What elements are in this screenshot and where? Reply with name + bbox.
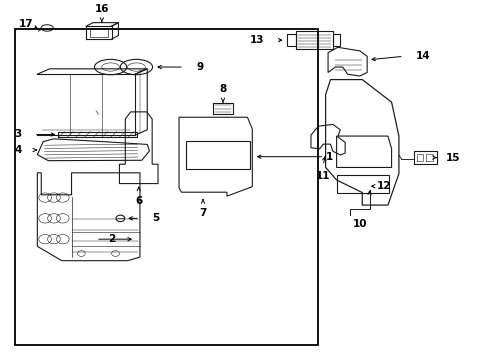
Text: 1: 1 (326, 152, 333, 162)
Text: 7: 7 (199, 208, 207, 218)
Bar (90, 28, 108, 37)
Text: 8: 8 (220, 84, 227, 94)
Bar (337, 175, 390, 193)
Text: 6: 6 (135, 196, 143, 206)
Text: 2: 2 (108, 234, 116, 244)
Bar (15, 30, 318, 345)
Text: 14: 14 (416, 51, 431, 61)
Text: 12: 12 (377, 181, 392, 191)
Text: 16: 16 (95, 4, 109, 14)
Text: 3: 3 (14, 130, 22, 139)
Text: 11: 11 (316, 171, 330, 181)
Text: 10: 10 (353, 220, 367, 229)
Text: 5: 5 (152, 213, 159, 223)
Text: 4: 4 (14, 145, 22, 155)
Text: 9: 9 (196, 62, 203, 72)
Text: 15: 15 (445, 153, 460, 163)
Text: 13: 13 (250, 35, 265, 45)
Text: 17: 17 (19, 19, 33, 29)
